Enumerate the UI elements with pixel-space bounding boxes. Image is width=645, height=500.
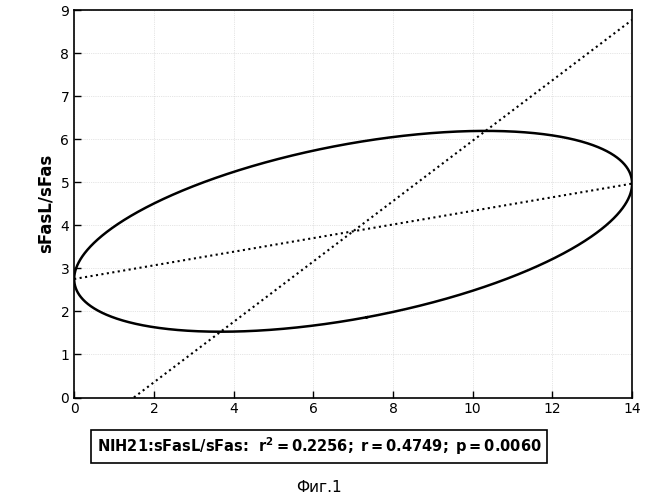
Text: NIH21:sFasL/sFas:  $\mathbf{r^2 = 0.2256; \ r = 0.4749; \ p = 0.0060}$: NIH21:sFasL/sFas: $\mathbf{r^2 = 0.2256;… — [97, 436, 542, 458]
Text: Фиг.1: Фиг.1 — [297, 480, 342, 495]
Y-axis label: sFasL/sFas: sFasL/sFas — [37, 154, 55, 254]
